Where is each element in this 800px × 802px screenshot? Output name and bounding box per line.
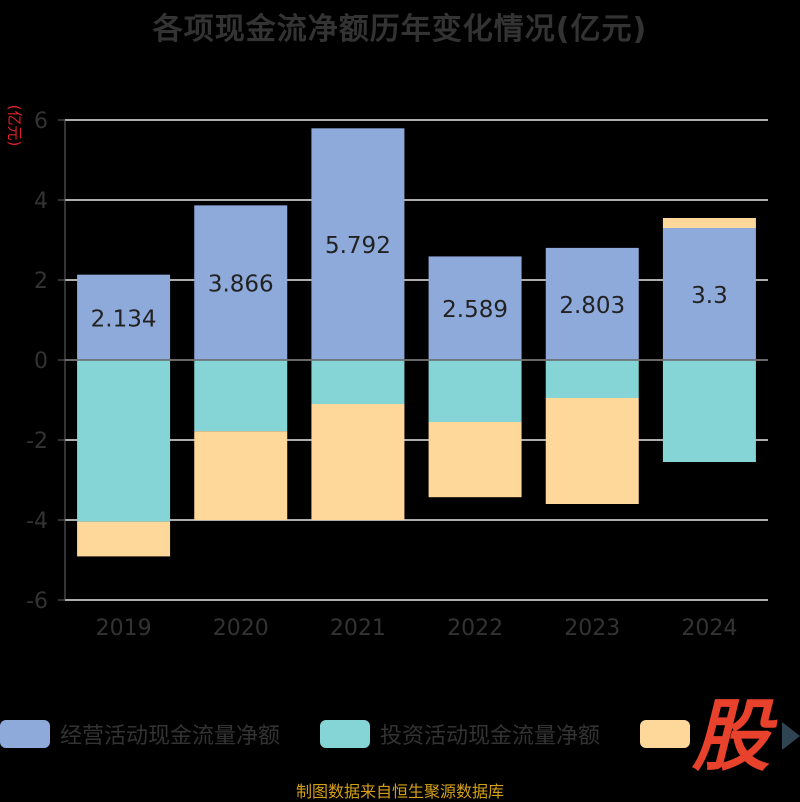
y-tick-label: -4 [26,509,48,534]
bar-2-2021 [311,360,405,404]
legend-item[interactable] [640,712,690,756]
bar-3-2019 [77,521,171,557]
bar-2-2019 [77,360,171,522]
data-label: 3.866 [208,272,274,298]
chart-title: 各项现金流净额历年变化情况(亿元) [152,12,648,47]
watermark-logo: 股 [692,692,771,782]
y-tick-label: 6 [34,109,48,134]
bar-3-2020 [194,431,288,520]
bar-1-2024 [662,228,756,360]
bar-2-2020 [194,360,288,432]
bar-3-2021 [311,404,405,520]
bar-2-2022 [428,360,522,422]
bar-2-2023 [545,360,639,398]
y-tick-label: -6 [26,589,48,614]
legend-swatch [0,720,50,748]
legend-swatch [320,720,370,748]
legend-next-page-icon[interactable] [782,722,800,750]
legend-item[interactable]: 投资活动现金流量净额 [320,712,600,756]
bar-3-2023 [545,398,639,504]
bar-1-2022 [428,256,522,360]
legend: 经营活动现金流量净额 投资活动现金流量净额 [0,712,800,756]
x-tick-label: 2024 [681,616,737,641]
x-tick-label: 2023 [564,616,620,641]
data-label: 5.792 [325,233,391,259]
data-label: 2.589 [442,297,508,323]
bar-3-2022 [428,422,522,498]
x-tick-label: 2021 [330,616,386,641]
data-label: 3.3 [691,283,728,309]
y-tick-label: 4 [34,189,48,214]
bar-1-2023 [545,247,639,360]
source-note: 制图数据来自恒生聚源数据库 [295,782,504,801]
chart-plot: 6 4 2 0 -2 -4 -6 2.134 2019 3.866 2020 5.792 2021 2.5… [26,109,768,641]
y-tick-label: 0 [34,349,48,374]
data-label: 2.134 [91,306,157,332]
bar-2-2024 [662,360,756,462]
data-label: 2.803 [559,293,625,319]
x-tick-label: 2022 [447,616,503,641]
y-tick-label: -2 [26,429,48,454]
x-tick-label: 2019 [96,616,152,641]
bar-1-2019 [77,274,171,360]
legend-swatch [640,720,690,748]
bar-1-2020 [194,205,288,360]
x-tick-label: 2020 [213,616,269,641]
bar-3-2024 [662,218,756,228]
bar-1-2021 [311,128,405,360]
legend-label: 经营活动现金流量净额 [60,724,281,749]
y-tick-label: 2 [34,269,48,294]
legend-item[interactable]: 经营活动现金流量净额 [0,712,280,756]
legend-label: 投资活动现金流量净额 [380,724,601,749]
